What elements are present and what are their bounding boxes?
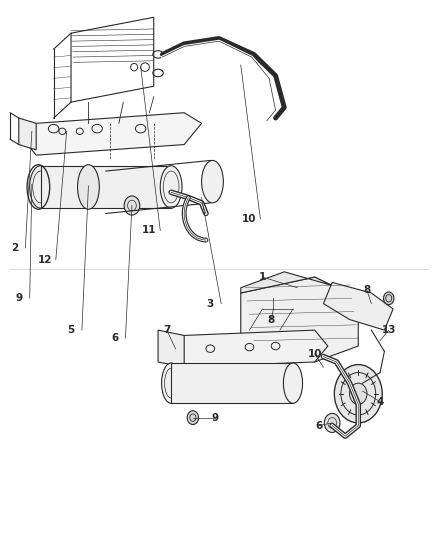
Text: 1: 1: [259, 272, 266, 282]
Ellipse shape: [283, 363, 303, 403]
Polygon shape: [158, 330, 184, 367]
Text: 7: 7: [163, 325, 170, 335]
Ellipse shape: [334, 365, 382, 423]
Text: 10: 10: [307, 349, 322, 359]
Ellipse shape: [384, 292, 394, 305]
Bar: [171, 363, 293, 403]
Text: 8: 8: [268, 314, 275, 325]
Bar: [41, 166, 171, 208]
Text: 13: 13: [381, 325, 396, 335]
Polygon shape: [241, 272, 358, 298]
Text: 3: 3: [207, 298, 214, 309]
Text: 12: 12: [38, 255, 52, 264]
Ellipse shape: [160, 166, 182, 208]
Text: 6: 6: [111, 333, 118, 343]
Ellipse shape: [124, 196, 140, 215]
Polygon shape: [171, 330, 328, 367]
Text: 6: 6: [315, 421, 323, 431]
Ellipse shape: [30, 166, 51, 208]
Text: 9: 9: [15, 293, 22, 303]
Ellipse shape: [324, 414, 340, 432]
Text: 10: 10: [242, 214, 257, 224]
Text: 8: 8: [364, 285, 371, 295]
Ellipse shape: [78, 165, 99, 209]
Polygon shape: [28, 113, 201, 155]
Ellipse shape: [201, 160, 223, 203]
Polygon shape: [323, 282, 393, 330]
Ellipse shape: [162, 363, 181, 403]
Ellipse shape: [350, 383, 367, 405]
Text: 2: 2: [11, 243, 18, 253]
Text: 4: 4: [376, 397, 384, 407]
Text: 9: 9: [211, 413, 218, 423]
Text: 5: 5: [67, 325, 74, 335]
Polygon shape: [19, 118, 36, 150]
Text: 11: 11: [142, 225, 157, 236]
Polygon shape: [241, 277, 358, 362]
Ellipse shape: [187, 411, 198, 424]
